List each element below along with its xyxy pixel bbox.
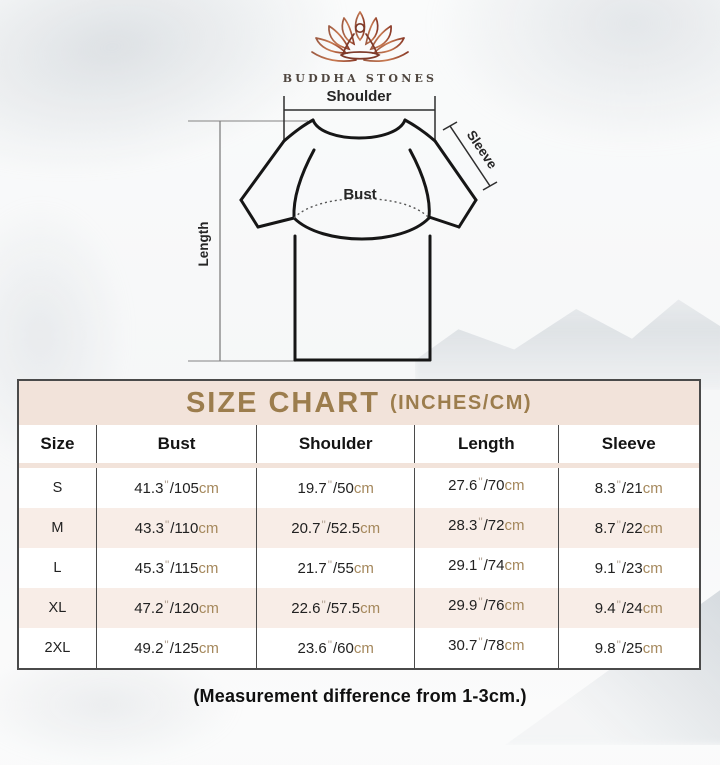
table-row-l: L 45.3"/115cm 21.7"/55cm 29.1"/74cm 9.1"/23c…	[19, 548, 699, 588]
cell-bust: 45.3"/115cm	[95, 548, 256, 588]
table-row-2xl: 2XL 49.2"/125cm 23.6"/60cm 30.7"/78cm 9.8"/2…	[19, 628, 699, 668]
cell-shoulder: 22.6"/57.5cm	[256, 588, 414, 628]
length-reference-lines	[188, 120, 308, 362]
cell-sleeve: 8.3"/21cm	[557, 468, 699, 508]
cell-bust: 43.3"/110cm	[95, 508, 256, 548]
table-row-xl: XL 47.2"/120cm 22.6"/57.5cm 29.9"/76cm 9.4"/…	[19, 588, 699, 628]
cell-shoulder: 21.7"/55cm	[256, 548, 414, 588]
cell-shoulder: 23.6"/60cm	[256, 628, 414, 668]
cell-size: XL	[48, 600, 67, 616]
diagram-label-bust: Bust	[343, 186, 376, 203]
column-header-bust: Bust	[95, 425, 256, 463]
cell-length: 29.1"/74cm	[414, 548, 557, 588]
tshirt-measurement-diagram: Shoulder Bust Length Sleeve	[183, 86, 537, 378]
size-chart-title: SIZE CHART (INCHES/CM)	[19, 381, 699, 425]
tshirt-outline	[239, 118, 478, 362]
size-chart-table: SIZE CHART (INCHES/CM) Size Bust Shoulde…	[17, 379, 701, 670]
column-header-length: Length	[414, 425, 557, 463]
table-row-s: S 41.3"/105cm 19.7"/50cm 27.6"/70cm 8.3"/21c…	[19, 468, 699, 508]
tshirt-diagram-svg: Shoulder Bust Length Sleeve	[188, 88, 501, 362]
column-header-shoulder: Shoulder	[256, 425, 414, 463]
column-header-size: Size	[40, 434, 75, 453]
cell-length: 29.9"/76cm	[414, 588, 557, 628]
cell-shoulder: 20.7"/52.5cm	[256, 508, 414, 548]
cell-length: 27.6"/70cm	[414, 468, 557, 508]
measurement-note: (Measurement difference from 1-3cm.)	[193, 686, 527, 706]
cell-bust: 49.2"/125cm	[95, 628, 256, 668]
cell-size: M	[51, 520, 64, 536]
cell-sleeve: 9.4"/24cm	[557, 588, 699, 628]
diagram-label-sleeve: Sleeve	[464, 128, 501, 172]
table-header-row: Size Bust Shoulder Length Sleeve	[19, 425, 699, 468]
sleeve-measure-lines	[442, 121, 498, 191]
meditating-figure	[340, 22, 381, 60]
cell-sleeve: 9.1"/23cm	[557, 548, 699, 588]
diagram-label-shoulder: Shoulder	[326, 88, 391, 105]
cell-size: L	[53, 560, 62, 576]
diagram-label-length: Length	[196, 222, 211, 267]
lotus-meditation-icon	[311, 11, 409, 62]
lotus-petals	[311, 11, 409, 62]
cell-size: 2XL	[44, 640, 71, 656]
table-body: S 41.3"/105cm 19.7"/50cm 27.6"/70cm 8.3"/21c…	[19, 468, 699, 668]
cell-size: S	[52, 480, 63, 496]
cell-bust: 47.2"/120cm	[95, 588, 256, 628]
cell-sleeve: 8.7"/22cm	[557, 508, 699, 548]
cell-shoulder: 19.7"/50cm	[256, 468, 414, 508]
size-chart-title-main: SIZE CHART	[185, 386, 380, 419]
size-chart-title-units: (INCHES/CM)	[389, 391, 533, 414]
bust-dotted-line	[293, 197, 430, 219]
cell-sleeve: 9.8"/25cm	[557, 628, 699, 668]
cell-length: 30.7"/78cm	[414, 628, 557, 668]
shoulder-measure-lines	[283, 96, 436, 141]
cell-length: 28.3"/72cm	[414, 508, 557, 548]
column-header-sleeve: Sleeve	[557, 425, 699, 463]
table-row-m: M 43.3"/110cm 20.7"/52.5cm 28.3"/72cm 8.7"/2…	[19, 508, 699, 548]
brand-name: BUDDHA STONES	[282, 72, 438, 85]
brand-logo: BUDDHA STONES	[0, 8, 720, 85]
cell-bust: 41.3"/105cm	[95, 468, 256, 508]
